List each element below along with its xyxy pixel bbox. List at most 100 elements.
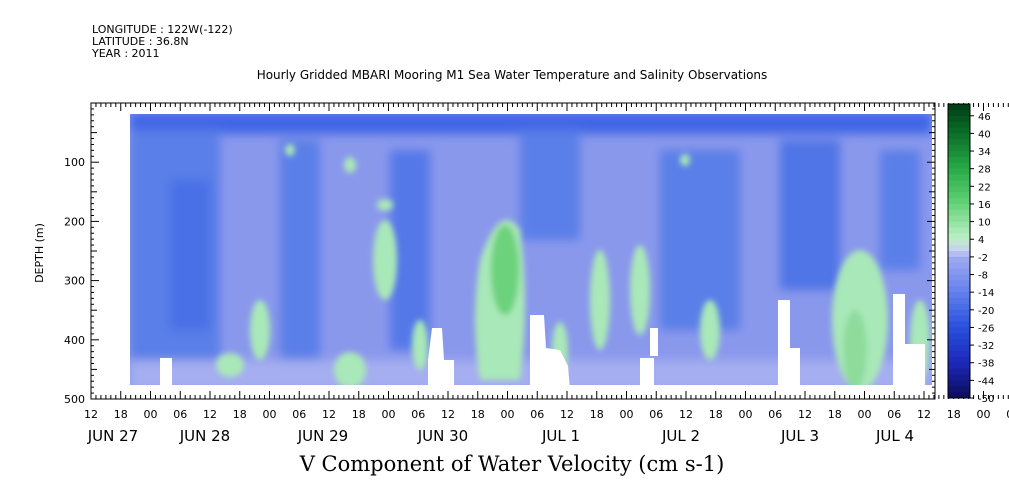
colorbar-swatch [948, 145, 970, 152]
y-tick-label: 400 [64, 334, 85, 347]
colorbar-swatch [948, 321, 970, 328]
x-date-label: JUN 28 [179, 427, 230, 445]
colorbar-tick-label: 22 [978, 182, 991, 193]
y-axis-title: DEPTH (m) [33, 223, 46, 283]
x-tick-label: 12 [203, 408, 217, 421]
patch-jun29-top [344, 157, 356, 173]
x-tick-label: 06 [530, 408, 544, 421]
patch-jun30-core [491, 225, 519, 315]
colorbar-tick-label: 28 [978, 165, 991, 176]
colorbar-tick-label: -44 [978, 376, 994, 387]
colorbar-swatch [948, 115, 970, 123]
patch-jun28-top [285, 144, 295, 156]
x-tick-label: 18 [352, 408, 366, 421]
colorbar-swatch [948, 227, 970, 234]
x-tick-label: 12 [322, 408, 336, 421]
patch-jun29-mid [377, 199, 393, 211]
x-tick-label: 00 [858, 408, 872, 421]
colorbar-tick-label: -20 [978, 306, 994, 317]
x-date-label: JUN 30 [417, 427, 468, 445]
colorbar-swatch [948, 151, 970, 158]
x-tick-label: 06 [292, 408, 306, 421]
patch-jul2-top [680, 154, 690, 166]
colorbar-swatch [948, 350, 970, 358]
colorbar-swatch [948, 127, 970, 134]
colorbar: 46 40 34 28 22 16 10 4 -2 -8 -14 -20 -26 -32 -38 -44 -50 [947, 103, 994, 405]
colorbar-swatch [948, 303, 970, 311]
colorbar-swatch [948, 309, 970, 317]
colorbar-swatch [948, 104, 970, 111]
band-jun28 [280, 140, 320, 360]
colorbar-swatch [948, 239, 970, 246]
x-tick-label: 18 [709, 408, 723, 421]
missing-jul2 [640, 358, 654, 390]
colorbar-swatch [948, 339, 970, 346]
x-tick-label: 18 [471, 408, 485, 421]
band-jun27-deep [170, 180, 210, 330]
colorbar-tick-label: -8 [978, 271, 988, 282]
x-tick-label: 06 [887, 408, 901, 421]
x-tick-label: 06 [1006, 408, 1009, 421]
missing-jul3 [778, 300, 790, 390]
colorbar-swatch [948, 368, 970, 375]
x-tick-label: 00 [620, 408, 634, 421]
colorbar-swatch [948, 180, 970, 187]
x-tick-label: 00 [263, 408, 277, 421]
colorbar-swatch [948, 298, 970, 305]
colorbar-swatch [948, 209, 970, 217]
colorbar-swatch [948, 109, 970, 117]
missing-jul1 [530, 315, 570, 390]
longitude-label: LONGITUDE : 122W(-122) [92, 23, 233, 36]
colorbar-swatch [948, 233, 970, 240]
chart-title: Hourly Gridded MBARI Mooring M1 Sea Wate… [256, 68, 768, 82]
colorbar-tick-label: -14 [978, 288, 994, 299]
x-tick-label: 12 [84, 408, 98, 421]
colorbar-swatch [948, 392, 970, 399]
colorbar-swatch [948, 274, 970, 281]
missing-jul2-b [650, 328, 658, 356]
x-tick-label: 00 [501, 408, 515, 421]
colorbar-swatch [948, 386, 970, 393]
colorbar-swatch [948, 280, 970, 287]
colorbar-swatch [948, 133, 970, 140]
x-tick-label: 18 [947, 408, 961, 421]
colorbar-swatch [948, 156, 970, 164]
x-tick-label: 12 [679, 408, 693, 421]
colorbar-swatch [948, 286, 970, 293]
colorbar-tick-label: 4 [978, 235, 984, 246]
x-tick-label: 06 [649, 408, 663, 421]
x-tick-label: 12 [441, 408, 455, 421]
latitude-label: LATITUDE : 36.8N [92, 35, 189, 48]
colorbar-tick-label: -2 [978, 253, 988, 264]
colorbar-tick-label: 34 [978, 147, 991, 158]
band-jul2 [660, 150, 740, 330]
x-date-label: JUN 29 [297, 427, 348, 445]
patch-jun28-bottom [216, 353, 244, 377]
colorbar-swatch [948, 168, 970, 176]
colorbar-swatch [948, 162, 970, 170]
missing-jun30 [428, 328, 454, 390]
colorbar-swatch [948, 362, 970, 370]
missing-jul3-b [790, 348, 800, 390]
colorbar-swatch [948, 121, 970, 129]
x-date-label: JUL 4 [875, 427, 914, 445]
x-tick-label: 18 [590, 408, 604, 421]
y-tick-label: 200 [64, 215, 85, 228]
colorbar-frame [947, 103, 971, 399]
heatmap-green-patches [216, 144, 930, 390]
colorbar-swatch [948, 215, 970, 223]
colorbar-swatch [948, 268, 970, 276]
x-tick-label: 06 [768, 408, 782, 421]
colorbar-tick-label: -32 [978, 341, 994, 352]
x-tick-label: 00 [739, 408, 753, 421]
y-tick-label: 300 [64, 275, 85, 288]
x-tick-label: 18 [114, 408, 128, 421]
x-tick-label: 00 [977, 408, 991, 421]
colorbar-swatch [948, 221, 970, 228]
colorbar-tick-label: 16 [978, 200, 991, 211]
heatmap-field [130, 114, 932, 390]
x-tick-label: 18 [233, 408, 247, 421]
colorbar-tick-label: -50 [978, 394, 994, 405]
